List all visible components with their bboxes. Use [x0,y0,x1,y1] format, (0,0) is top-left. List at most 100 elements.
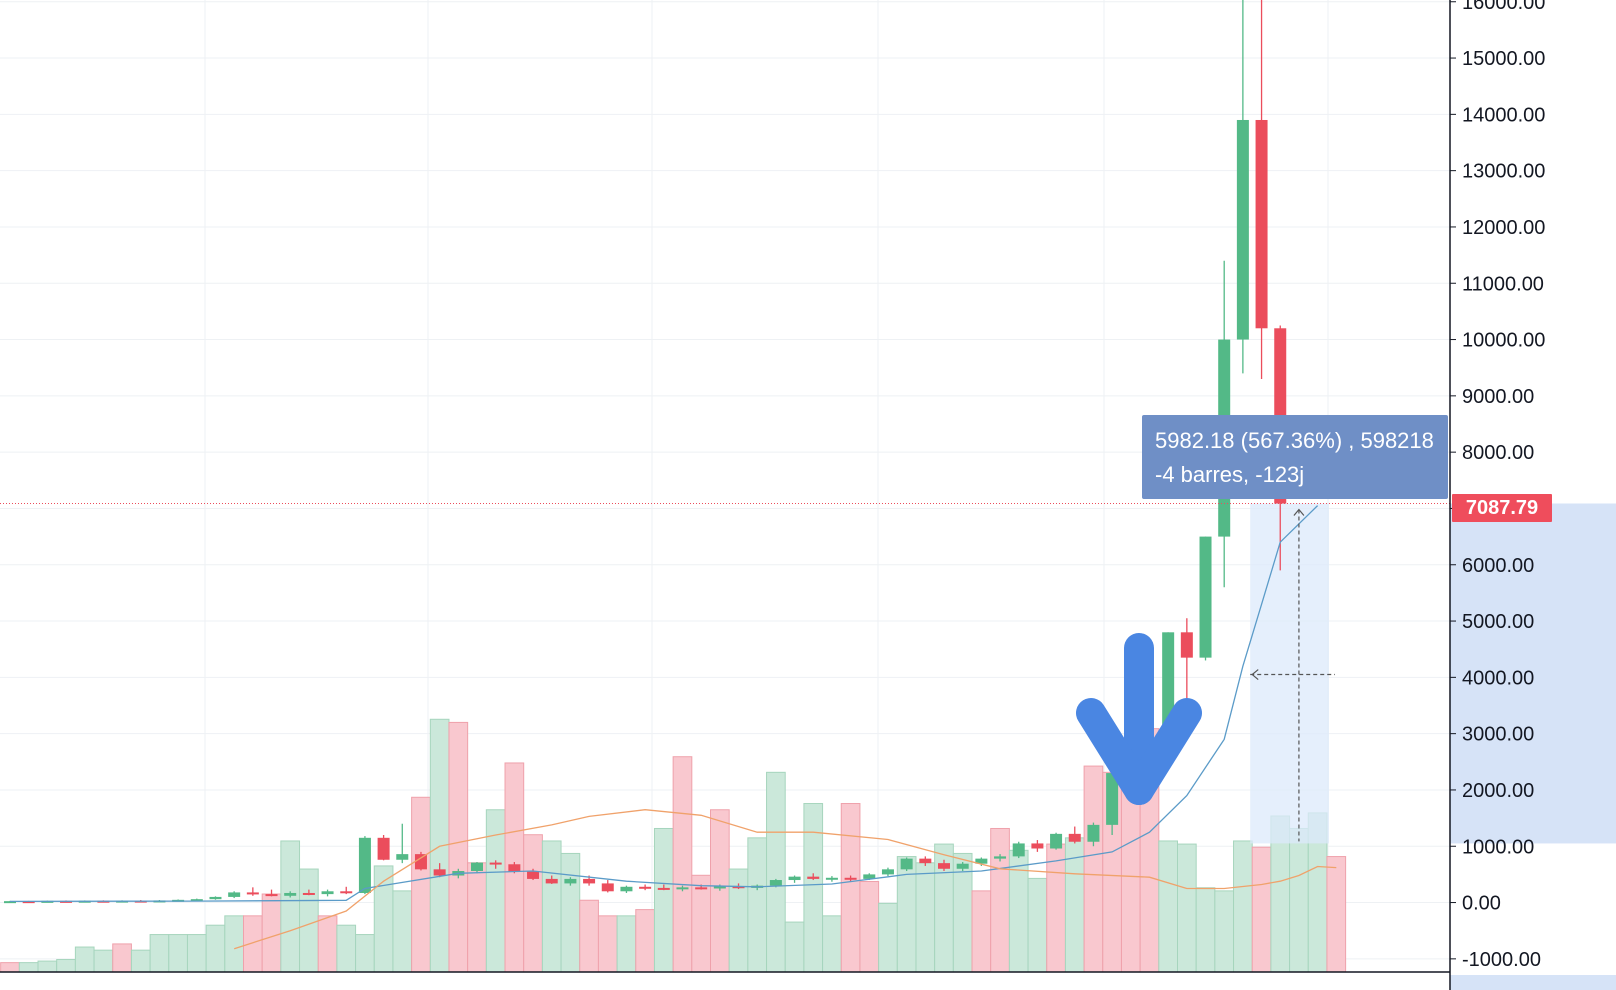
volume-bar-15 [280,840,301,973]
candle-body-31 [583,878,596,884]
candle-body-49 [919,858,932,864]
candle-body-55 [1031,843,1044,849]
candle-body-11 [209,896,222,900]
candle-body-26 [489,862,502,865]
candle-body-35 [657,887,670,890]
candle-body-45 [844,877,857,880]
axis-bottom-highlight [1450,975,1616,990]
down-arrow-annotation[interactable] [1076,633,1202,805]
measure-arrow-up-icon [1293,508,1305,516]
candle-body-48 [900,858,913,870]
candle-body-54 [1012,843,1025,857]
volume-bar-1 [18,962,39,973]
volume-bar-64 [1195,887,1216,973]
candle-body-1 [22,901,35,904]
down-arrow-icon [1076,698,1202,805]
candle-body-57 [1068,833,1081,842]
candle-body-29 [545,878,558,884]
volume-bar-4 [74,946,95,973]
candle-body-22 [414,854,427,870]
price-tick-label-6: 10000.00 [1462,330,1545,352]
volume-bar-42 [784,921,805,973]
candle-body-14 [265,894,278,897]
candle-body-21 [396,854,409,860]
measure-axis-highlight [1450,503,1616,990]
volume-bar-56 [1046,843,1066,973]
measure-crosshair [1250,508,1335,842]
volume-bar-8 [149,934,170,973]
volume-bar-49 [915,862,936,973]
candle-body-16 [302,892,315,895]
volume-bar-7 [130,949,151,973]
candle-body-33 [620,886,633,892]
volume-bar-17 [317,915,338,973]
candle-body-25 [471,862,483,872]
volume-bar-66 [1233,840,1253,973]
volume-bar-25 [467,862,487,973]
volume-bar-69 [1289,827,1309,973]
candle-body-43 [807,876,820,879]
price-tick-label-1: 15000.00 [1462,48,1545,70]
volume-bar-53 [990,827,1010,973]
volume-bar-12 [224,915,245,973]
candle-body-30 [564,878,577,884]
candle-body-51 [956,863,969,869]
candle-body-28 [527,871,540,879]
volume-bar-10 [186,934,207,973]
candle-body-59 [1106,773,1119,825]
candle-body-34 [639,886,652,889]
volume-bar-41 [766,771,786,973]
candle-body-63 [1180,632,1193,658]
price-tick-label-2: 14000.00 [1462,104,1545,126]
candle-body-56 [1050,833,1063,849]
candle-body-53 [994,856,1007,859]
moving-average-orange [234,809,1337,950]
candle-body-17 [321,891,334,895]
volume-bar-28 [523,834,543,973]
candle-body-0 [4,901,16,904]
candle-body-27 [508,864,521,872]
candle-body-32 [601,883,614,892]
moving-averages [9,505,1337,950]
price-tick-label-7: 9000.00 [1462,386,1534,408]
volume-bar-54 [1008,849,1029,973]
price-tick-label-5: 11000.00 [1462,273,1544,295]
volume-bar-40 [747,837,768,973]
volume-bar-33 [616,915,637,973]
current-price-badge: 7087.79 [1452,494,1552,522]
price-tick-label-3: 13000.00 [1462,161,1545,183]
candle-body-66 [1236,119,1249,340]
volume-bar-24 [448,721,469,973]
candle-body-42 [788,876,801,881]
volume-bar-3 [56,959,76,973]
candle-body-39 [732,886,745,889]
price-tick-label-8: 8000.00 [1462,442,1534,464]
volume-bar-18 [336,924,357,973]
volume-bar-58 [1083,765,1104,973]
measure-arrow-left-icon [1251,669,1259,680]
volume-bar-38 [710,809,730,973]
candle-body-52 [975,858,988,864]
candle-body-41 [769,880,782,886]
volume-bar-2 [37,960,58,973]
candle-body-23 [433,869,446,876]
volume-bar-43 [803,803,824,973]
price-tick-label-4: 12000.00 [1462,217,1545,239]
candle-body-19 [358,837,371,893]
moving-average-blue [9,505,1319,903]
candle-body-50 [938,863,950,869]
volume-bar-47 [878,902,898,973]
candle-body-58 [1087,824,1100,842]
candle-body-37 [695,887,708,890]
volume-bar-35 [653,827,674,973]
price-tick-label-15: 1000.00 [1462,836,1534,858]
volume-bar-11 [205,924,226,973]
volume-bar-32 [597,915,618,973]
price-axis[interactable]: 16000.00 15000.00 14000.00 13000.00 12000.00… [0,0,1545,990]
candle-body-20 [377,837,390,860]
volume-bar-52 [971,890,992,973]
axis-range-highlight [1450,503,1616,844]
volume-bar-6 [112,943,132,973]
volume-bar-19 [355,934,375,973]
